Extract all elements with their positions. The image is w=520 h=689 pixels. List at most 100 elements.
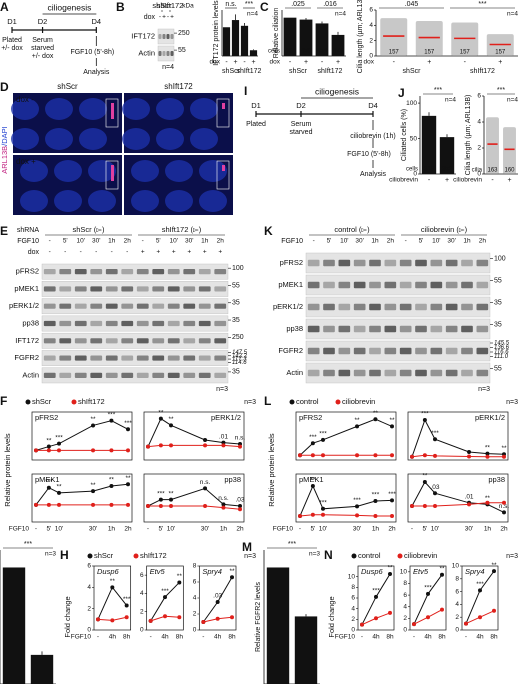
- x-tick-label: 8h: [123, 634, 131, 641]
- lane-label: -: [393, 59, 396, 66]
- y-axis-title: Relative protein levels: [3, 433, 12, 507]
- blot-band: [214, 269, 227, 275]
- point: [374, 594, 378, 599]
- cells-head: cells: [406, 167, 418, 173]
- blot-band: [158, 33, 162, 40]
- point: [169, 504, 173, 508]
- sig-label: ***: [372, 492, 380, 499]
- kda-label: 145.5: [494, 341, 510, 347]
- sig-label: ***: [434, 87, 442, 94]
- blot-band: [445, 347, 458, 355]
- lane-label: -: [80, 249, 82, 256]
- panel-label: E: [0, 224, 8, 238]
- blot-band: [353, 303, 366, 311]
- sig-label: n.s.: [235, 435, 246, 442]
- point: [201, 620, 206, 624]
- cilium: [222, 165, 225, 171]
- group-label: shIft172: [318, 68, 343, 75]
- blot-band: [214, 338, 227, 344]
- y-axis-title: Fold change: [63, 596, 72, 637]
- plot-frame: [31, 473, 133, 523]
- blot-band: [369, 325, 381, 333]
- bar: [421, 115, 437, 174]
- point: [388, 610, 392, 615]
- point: [467, 450, 472, 454]
- blot-band: [43, 269, 56, 275]
- sig-label: **: [125, 475, 131, 482]
- lane-label: 1h: [108, 238, 116, 245]
- series-line: [147, 444, 241, 448]
- point: [433, 437, 437, 442]
- blot-band: [338, 347, 351, 355]
- sig-label: **: [229, 568, 235, 575]
- blot-band: [162, 50, 166, 57]
- chart-title: Spry4: [202, 567, 222, 576]
- blot-band: [167, 372, 180, 378]
- panel-label: B: [116, 0, 125, 14]
- x-tick-label: -: [299, 526, 301, 533]
- kda-label: 136.6: [494, 345, 510, 351]
- blot-band: [105, 355, 118, 361]
- point: [203, 443, 208, 448]
- panel-label: H: [60, 548, 69, 562]
- n-label: n=4: [507, 11, 518, 18]
- y-tick-label: 2: [455, 614, 459, 621]
- step-text: +/- dox: [1, 45, 23, 52]
- blot-band: [136, 269, 149, 275]
- lane-label: -: [225, 59, 228, 66]
- y-tick-label: 0: [455, 627, 459, 634]
- nucleus: [122, 98, 150, 120]
- point: [46, 485, 51, 490]
- lane-label: 10': [170, 238, 178, 245]
- kda-label: 35: [232, 369, 240, 376]
- x-tick-label: 30': [353, 526, 361, 533]
- point: [146, 444, 150, 449]
- x-tick-label: 8h: [176, 634, 184, 641]
- blot-band: [369, 281, 381, 289]
- sig-label: **: [110, 578, 116, 585]
- nucleus: [165, 160, 193, 182]
- sig-label: **: [310, 477, 316, 484]
- plot-frame: [146, 565, 184, 631]
- kda-label: 142.2: [232, 353, 248, 359]
- point: [91, 489, 96, 494]
- point: [126, 482, 130, 487]
- panel-label: D: [0, 80, 9, 94]
- legend-swatch: [397, 553, 403, 559]
- nucleus: [122, 128, 150, 150]
- point: [126, 502, 130, 507]
- blot-band: [152, 303, 165, 309]
- nucleus: [165, 190, 193, 212]
- blot-band: [121, 320, 134, 327]
- point: [485, 451, 490, 456]
- blot-band: [461, 369, 473, 377]
- blot-band: [214, 286, 227, 292]
- blot-band: [59, 338, 72, 344]
- blot-band: [415, 369, 427, 377]
- blot-band: [198, 286, 211, 292]
- step-text: Plated: [2, 37, 22, 44]
- lane-label: 1h: [201, 238, 209, 245]
- sig-label: ***: [55, 434, 63, 441]
- point: [109, 484, 114, 488]
- blot-band: [307, 369, 320, 377]
- day-label: D4: [92, 17, 102, 26]
- blot-band: [476, 281, 489, 289]
- point: [177, 615, 182, 620]
- blot-band: [399, 259, 412, 267]
- series-line: [35, 420, 129, 451]
- counts-head: cilia: [472, 168, 483, 174]
- day-label: D4: [368, 101, 378, 110]
- sig-label: **: [491, 562, 497, 569]
- point: [124, 603, 129, 608]
- lane-label: +: [233, 59, 237, 66]
- sig-label: **: [91, 482, 97, 489]
- point: [203, 504, 208, 508]
- timeline-header: ciliogenesis: [47, 2, 91, 12]
- dot-cloud: [380, 18, 408, 56]
- legend-label: shIft172: [78, 397, 105, 406]
- sig-label: **: [158, 409, 164, 416]
- blot-band: [183, 372, 196, 378]
- chart-title: Spry4: [465, 567, 485, 576]
- lane-label: +: [187, 249, 191, 256]
